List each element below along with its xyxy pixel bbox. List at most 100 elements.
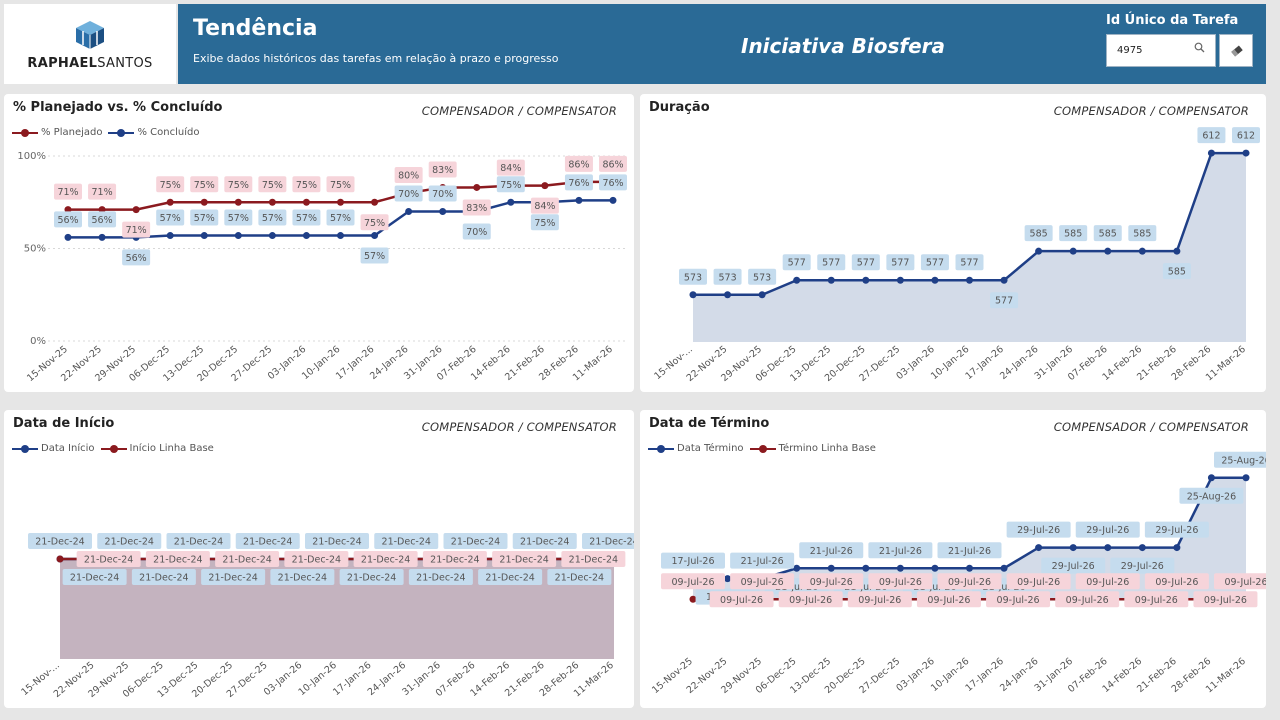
- svg-text:57%: 57%: [194, 213, 215, 224]
- svg-text:70%: 70%: [466, 227, 487, 238]
- planned-data-label: 84%: [530, 197, 559, 214]
- finish-card-subtitle: COMPENSADOR / COMPENSATOR: [1053, 420, 1249, 434]
- finish-point: [1242, 474, 1250, 482]
- planned-point: [473, 183, 481, 191]
- svg-text:75%: 75%: [194, 180, 215, 191]
- svg-text:21-Dec-24: 21-Dec-24: [222, 555, 271, 566]
- header-bar: Tendência Exibe dados históricos das tar…: [178, 4, 1266, 84]
- planned-data-label: 75%: [224, 176, 253, 193]
- progress-card-title: % Planejado vs. % Concluído: [13, 100, 223, 115]
- legend-item-concluido[interactable]: % Concluído: [108, 127, 199, 138]
- concluded-data-label: 57%: [258, 209, 287, 226]
- svg-text:29-Jul-26: 29-Jul-26: [1155, 525, 1198, 536]
- concluded-data-label: 76%: [564, 174, 593, 191]
- start-data-label: 21-Dec-24: [408, 569, 473, 585]
- duration-point: [1207, 149, 1215, 157]
- finish-point: [896, 564, 904, 572]
- start-data-label: 21-Dec-24: [235, 533, 300, 549]
- concluded-point: [200, 232, 208, 240]
- duration-data-label: 573: [679, 268, 707, 285]
- svg-text:56%: 56%: [92, 215, 113, 226]
- finish-point: [1069, 544, 1077, 552]
- progress-card: % Planejado vs. % Concluído COMPENSADOR …: [4, 94, 634, 392]
- planned-data-label: 71%: [122, 221, 151, 238]
- task-id-input[interactable]: 4975: [1106, 34, 1216, 67]
- svg-text:573: 573: [684, 272, 702, 283]
- svg-text:577: 577: [857, 258, 875, 269]
- svg-text:56%: 56%: [57, 215, 78, 226]
- svg-text:21-Jul-26: 21-Jul-26: [948, 546, 991, 557]
- svg-text:09-Jul-26: 09-Jul-26: [789, 595, 832, 606]
- svg-text:57%: 57%: [228, 213, 249, 224]
- finish-baseline-data-label: 09-Jul-26: [730, 573, 795, 590]
- duration-data-label: 577: [851, 254, 880, 271]
- svg-text:21-Dec-24: 21-Dec-24: [451, 537, 500, 548]
- duration-point: [1035, 247, 1043, 255]
- legend-item-inicio-base[interactable]: Início Linha Base: [100, 443, 214, 454]
- svg-text:71%: 71%: [92, 187, 113, 198]
- svg-text:71%: 71%: [57, 187, 78, 198]
- y-tick-label: 0%: [30, 336, 46, 347]
- legend-item-termino-base[interactable]: Término Linha Base: [749, 443, 876, 454]
- duration-data-label: 585: [1128, 225, 1157, 242]
- svg-text:577: 577: [960, 258, 978, 269]
- start-data-label: 21-Dec-24: [62, 569, 127, 585]
- search-icon[interactable]: [1194, 42, 1205, 53]
- start-data-label: 21-Dec-24: [582, 533, 634, 549]
- planned-point: [371, 198, 379, 206]
- concluded-data-label: 56%: [88, 211, 117, 228]
- start-baseline-data-label: 21-Dec-24: [353, 551, 418, 567]
- duration-data-label: 577: [920, 254, 949, 271]
- start-data-label: 21-Dec-24: [131, 569, 196, 585]
- finish-data-label: 17-Jul-26: [661, 552, 725, 569]
- start-data-label: 21-Dec-24: [512, 533, 577, 549]
- svg-text:21-Dec-24: 21-Dec-24: [430, 555, 479, 566]
- planned-point: [541, 182, 549, 190]
- svg-text:585: 585: [1099, 229, 1117, 240]
- finish-data-label: 29-Jul-26: [1006, 521, 1071, 538]
- duration-data-label: 585: [1024, 225, 1053, 242]
- concluded-data-label: 75%: [496, 176, 525, 193]
- svg-text:83%: 83%: [432, 165, 453, 176]
- planned-data-label: 83%: [428, 161, 457, 178]
- clear-filter-button[interactable]: [1219, 34, 1253, 67]
- duration-point: [1242, 149, 1250, 157]
- planned-data-label: 71%: [54, 183, 82, 200]
- svg-text:21-Dec-24: 21-Dec-24: [499, 555, 548, 566]
- svg-text:71%: 71%: [126, 225, 147, 236]
- legend-item-data-termino[interactable]: Data Término: [648, 443, 744, 454]
- finish-baseline-data-label: 09-Jul-26: [1193, 591, 1258, 608]
- svg-text:76%: 76%: [568, 178, 589, 189]
- concluded-data-label: 57%: [360, 247, 389, 264]
- y-tick-label: 100%: [17, 151, 46, 162]
- duration-area: [693, 153, 1246, 342]
- legend-item-planejado[interactable]: % Planejado: [12, 127, 102, 138]
- svg-text:21-Jul-26: 21-Jul-26: [741, 556, 784, 567]
- svg-text:76%: 76%: [602, 178, 623, 189]
- svg-text:80%: 80%: [398, 171, 419, 182]
- svg-text:21-Jul-26: 21-Jul-26: [913, 582, 956, 593]
- finish-baseline-data-label: 09-Jul-26: [1006, 573, 1071, 590]
- concluded-point: [371, 232, 379, 240]
- finish-point: [1104, 544, 1112, 552]
- concluded-point: [64, 233, 72, 241]
- legend-item-data-inicio[interactable]: Data Início: [12, 443, 95, 454]
- planned-point: [200, 198, 208, 206]
- svg-text:75%: 75%: [500, 180, 521, 191]
- concluded-data-label: 70%: [428, 185, 457, 202]
- start-data-label: 21-Dec-24: [305, 533, 369, 549]
- concluded-data-label: 57%: [156, 209, 185, 226]
- svg-text:75%: 75%: [330, 180, 351, 191]
- svg-text:585: 585: [1168, 267, 1186, 278]
- svg-text:21-Dec-24: 21-Dec-24: [312, 537, 361, 548]
- finish-baseline-data-label: 09-Jul-26: [986, 591, 1051, 608]
- svg-text:585: 585: [1064, 229, 1082, 240]
- concluded-data-label: 57%: [326, 209, 355, 226]
- planned-data-label: 83%: [462, 199, 491, 216]
- planned-point: [337, 198, 344, 206]
- duration-point: [1138, 247, 1146, 255]
- planned-data-label: 75%: [326, 176, 355, 193]
- start-data-label: 21-Dec-24: [443, 533, 508, 549]
- svg-text:57%: 57%: [364, 251, 385, 262]
- start-data-label: 21-Dec-24: [547, 569, 612, 585]
